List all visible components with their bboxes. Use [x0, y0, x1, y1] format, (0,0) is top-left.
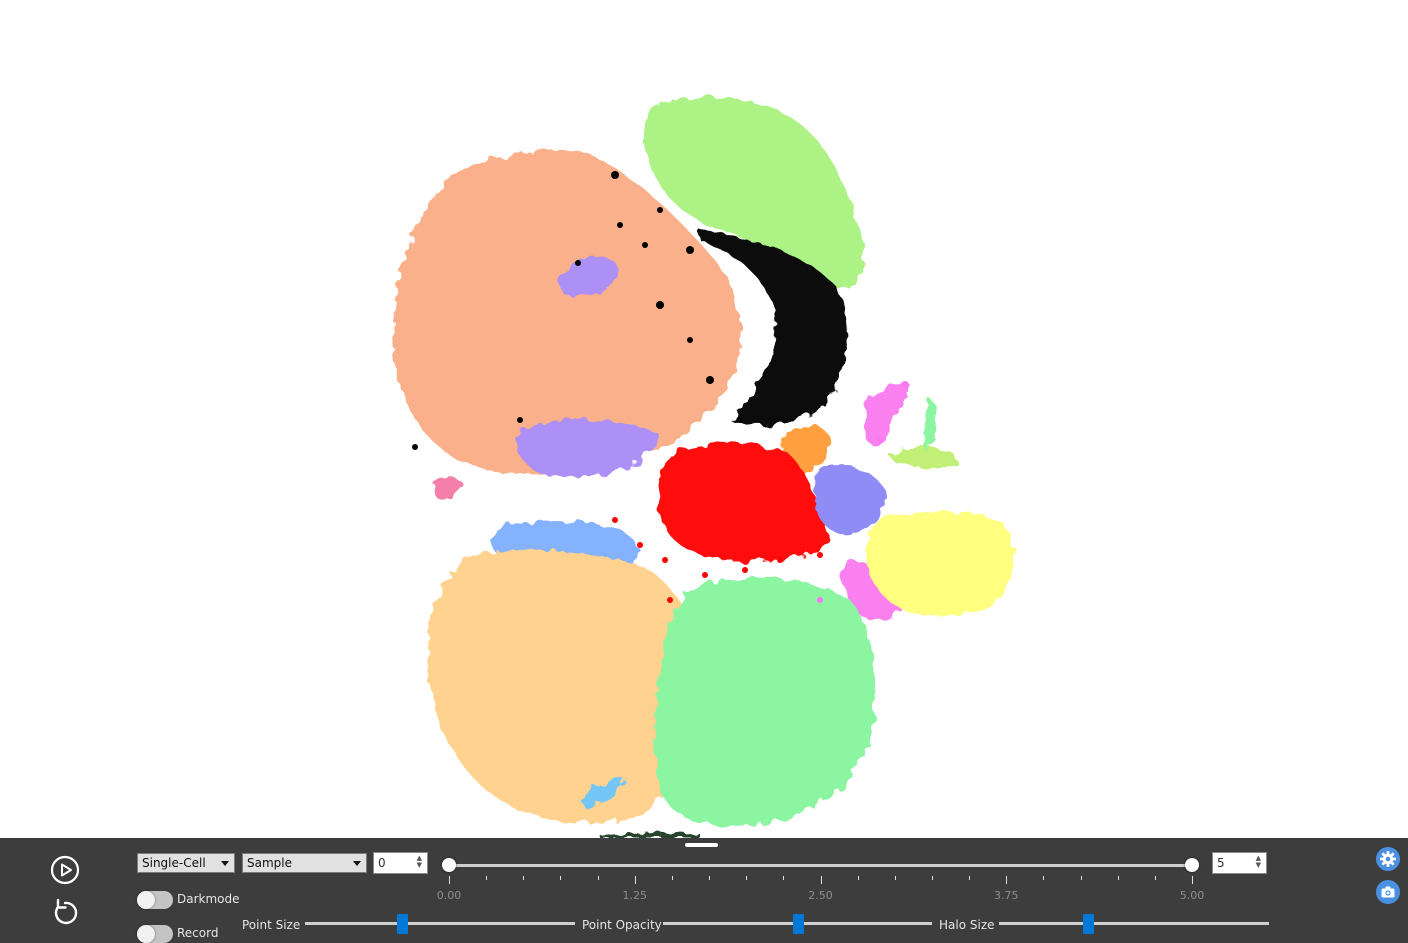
chevron-down-icon [221, 861, 229, 866]
range-tick [857, 876, 859, 880]
point-size-track[interactable] [305, 922, 575, 925]
range-tick-label: 1.25 [622, 889, 648, 902]
color-by-select-value: Sample [247, 856, 292, 870]
range-tick [597, 876, 599, 880]
range-tick [1117, 876, 1119, 880]
cluster-red [657, 443, 830, 562]
range-tick [746, 876, 748, 880]
record-label: Record [177, 926, 219, 940]
spinner-icon[interactable]: ▲ ▼ [1255, 854, 1261, 869]
point-size-label: Point Size [242, 918, 301, 932]
cluster-purple [517, 419, 660, 478]
range-slider-low-handle[interactable] [442, 858, 456, 872]
halo-size-track[interactable] [999, 922, 1269, 925]
range-min-value: 0 [378, 856, 386, 870]
range-tick-label: 5.00 [1179, 889, 1205, 902]
toggle-knob [137, 925, 155, 943]
range-tick [931, 876, 933, 880]
screenshot-button[interactable] [1376, 880, 1400, 904]
play-button[interactable] [50, 855, 80, 885]
cluster-mint [654, 577, 875, 827]
cell-scatter-plot[interactable] [0, 0, 1408, 838]
cluster-purple-2 [559, 255, 620, 297]
cluster-yellow [866, 511, 1014, 617]
point-opacity-label: Point Opacity [582, 918, 662, 932]
range-tick [783, 876, 785, 880]
cluster-magenta [865, 382, 910, 446]
panel-resize-handle[interactable] [685, 843, 718, 847]
record-toggle[interactable] [137, 925, 173, 943]
cluster-lime [890, 447, 956, 469]
settings-button[interactable] [1376, 847, 1400, 871]
cluster-black [700, 230, 848, 425]
toggle-knob [137, 891, 155, 909]
gear-icon [1376, 847, 1400, 871]
control-panel: Single-Cell Sample 0 ▲ ▼ Darkmode Record … [0, 838, 1408, 943]
range-tick [1080, 876, 1082, 880]
range-tick [523, 876, 525, 880]
range-tick [486, 876, 488, 880]
mode-select-value: Single-Cell [142, 856, 206, 870]
range-tick [894, 876, 896, 880]
cluster-blue-violet [814, 466, 886, 535]
range-slider-track[interactable] [449, 864, 1192, 867]
cluster-pink [434, 476, 462, 500]
range-min-input[interactable]: 0 ▲ ▼ [373, 852, 428, 874]
point-opacity-thumb[interactable] [792, 914, 804, 934]
darkmode-label: Darkmode [177, 892, 240, 906]
range-tick [1154, 876, 1156, 880]
range-tick-label: 3.75 [994, 889, 1019, 902]
darkmode-toggle[interactable] [137, 891, 173, 909]
range-tick [820, 876, 822, 884]
scatter-canvas[interactable] [0, 0, 1408, 838]
cluster-peach [427, 549, 700, 824]
range-tick-label: 0.00 [436, 889, 462, 902]
cluster-lime-2 [924, 399, 937, 451]
range-tick [969, 876, 971, 880]
point-size-thumb[interactable] [397, 914, 409, 934]
range-max-input[interactable]: 5 ▲ ▼ [1212, 852, 1267, 874]
range-tick [560, 876, 562, 880]
scatter-points-red [612, 517, 823, 603]
camera-icon [1376, 880, 1400, 904]
range-tick [449, 876, 450, 884]
color-by-select[interactable]: Sample [242, 853, 367, 873]
halo-size-label: Halo Size [939, 918, 995, 932]
mode-select[interactable]: Single-Cell [137, 853, 235, 873]
reset-button[interactable] [50, 897, 80, 927]
cluster-salmon [393, 149, 740, 475]
range-max-value: 5 [1217, 856, 1225, 870]
cluster-sky [580, 778, 625, 808]
range-slider-high-handle[interactable] [1185, 858, 1199, 872]
range-tick [671, 876, 673, 880]
scatter-points-black [412, 171, 743, 450]
scatter-points-magenta [817, 381, 909, 603]
cluster-light-green [643, 96, 864, 290]
reset-icon [54, 898, 78, 925]
chevron-down-icon [353, 861, 361, 866]
range-tick [1043, 876, 1045, 880]
range-tick [1192, 876, 1193, 884]
spinner-icon[interactable]: ▲ ▼ [416, 854, 422, 869]
range-tick [1006, 876, 1008, 884]
play-circle-icon [50, 855, 80, 885]
cluster-dark-green [600, 831, 700, 838]
cluster-magenta-2 [842, 560, 905, 620]
range-tick [634, 876, 636, 884]
cluster-orange [783, 425, 830, 472]
range-tick [709, 876, 711, 880]
range-tick-label: 2.50 [808, 889, 833, 902]
halo-size-thumb[interactable] [1083, 914, 1095, 934]
